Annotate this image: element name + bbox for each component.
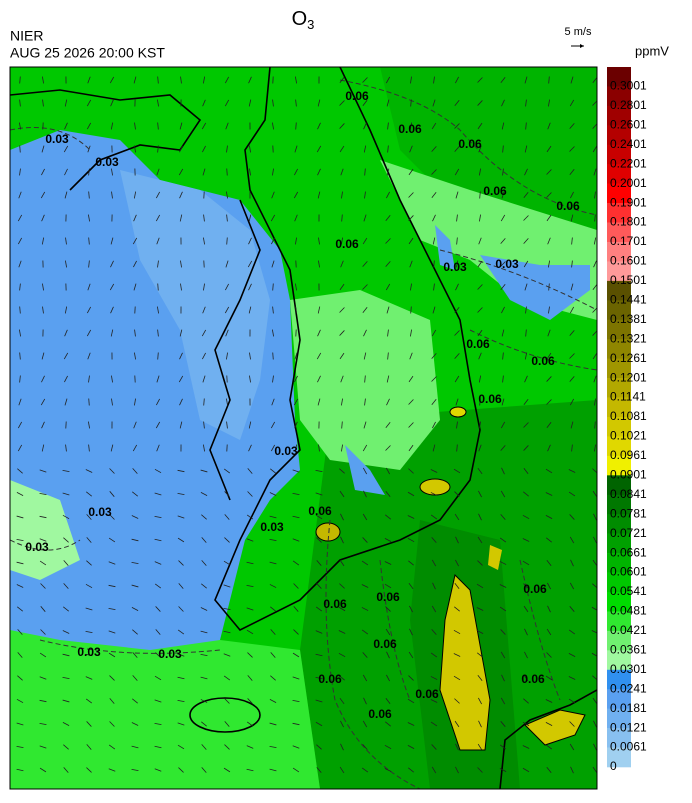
contour-label: 0.03 xyxy=(495,257,519,271)
contour-label: 0.06 xyxy=(523,582,547,596)
colorbar-label: 0.0181 xyxy=(610,701,647,715)
wind-scale-arrow xyxy=(571,44,584,48)
colorbar: 0.3001 0.2801 0.2601 0.2401 0.2201 0.2001 0.19… xyxy=(607,67,647,773)
contour-label: 0.03 xyxy=(443,260,467,274)
map: 0.03 0.03 0.03 0.03 0.03 0.03 0.03 0.03 0.03 0.03… xyxy=(10,67,598,789)
colorbar-label: 0.0841 xyxy=(610,487,647,501)
field-high xyxy=(450,407,466,417)
contour-label: 0.06 xyxy=(335,237,359,251)
colorbar-label: 0.1381 xyxy=(610,312,647,326)
title-subscript: 3 xyxy=(307,17,314,32)
wind-arrow xyxy=(89,399,90,406)
colorbar-label: 0.0541 xyxy=(610,584,647,598)
colorbar-label: 0.0901 xyxy=(610,468,647,482)
colorbar-label: 0.2401 xyxy=(610,137,647,151)
contour-label: 0.06 xyxy=(345,89,369,103)
title: O3 xyxy=(292,8,315,32)
contour-label: 0.06 xyxy=(478,392,502,406)
colorbar-label: 0.1141 xyxy=(610,390,646,404)
wind-arrow xyxy=(273,353,274,360)
contour-label: 0.03 xyxy=(95,155,119,169)
contour-label: 0.03 xyxy=(45,132,69,146)
wind-arrow xyxy=(158,353,159,360)
contour-label: 0.03 xyxy=(158,647,182,661)
contour-label: 0.03 xyxy=(88,505,112,519)
contour-label: 0.03 xyxy=(274,444,298,458)
field-high xyxy=(420,479,450,495)
colorbar-label: 0.1021 xyxy=(610,429,647,443)
wind-arrow xyxy=(158,284,159,291)
colorbar-label: 0.1081 xyxy=(610,409,647,423)
colorbar-label: 0.2601 xyxy=(610,118,647,132)
colorbar-label: 0.1501 xyxy=(610,273,647,287)
colorbar-unit: ppmV xyxy=(635,43,669,58)
contour-label: 0.03 xyxy=(260,520,284,534)
contour-label: 0.06 xyxy=(483,184,507,198)
contour-label: 0.06 xyxy=(398,122,422,136)
contour-label: 0.06 xyxy=(556,199,580,213)
colorbar-label: 0.2801 xyxy=(610,98,647,112)
timestamp: AUG 25 2026 20:00 KST xyxy=(10,45,165,61)
wind-arrow xyxy=(227,169,228,176)
wind-arrow xyxy=(296,123,297,130)
contour-label: 0.06 xyxy=(376,590,400,604)
colorbar-label: 0.1201 xyxy=(610,370,647,384)
contour-label: 0.06 xyxy=(531,354,555,368)
colorbar-label: 0.0421 xyxy=(610,623,647,637)
colorbar-label: 0.0661 xyxy=(610,545,647,559)
contour-label: 0.06 xyxy=(415,687,439,701)
contour-label: 0.06 xyxy=(308,504,332,518)
colorbar-label: 0.0241 xyxy=(610,681,647,695)
colorbar-label: 0.1901 xyxy=(610,195,647,209)
contour-label: 0.06 xyxy=(323,597,347,611)
colorbar-label: 0.1801 xyxy=(610,215,647,229)
colorbar-label: 0.0961 xyxy=(610,448,647,462)
colorbar-label: 0.1261 xyxy=(610,351,647,365)
wind-arrow xyxy=(204,399,205,406)
wind-arrow xyxy=(227,238,228,245)
wind-scale-label: 5 m/s xyxy=(565,26,592,38)
contour-label: 0.06 xyxy=(521,672,545,686)
colorbar-label: 0.0721 xyxy=(610,526,647,540)
contour-label: 0.03 xyxy=(77,645,101,659)
colorbar-label: 0.2001 xyxy=(610,176,647,190)
contour-label: 0.06 xyxy=(373,637,397,651)
colorbar-label: 0.1321 xyxy=(610,331,647,345)
colorbar-label: 0.0361 xyxy=(610,643,647,657)
colorbar-label: 0.3001 xyxy=(610,79,647,93)
contour-label: 0.06 xyxy=(466,337,490,351)
title-main: O xyxy=(292,8,308,30)
wind-arrow xyxy=(20,146,21,153)
contour-label: 0.06 xyxy=(368,707,392,721)
contour-label: 0.06 xyxy=(318,672,342,686)
colorbar-label: 0 xyxy=(610,759,617,773)
contour-label: 0.06 xyxy=(458,137,482,151)
colorbar-label: 0.1701 xyxy=(610,234,647,248)
colorbar-label: 0.0781 xyxy=(610,506,647,520)
colorbar-label: 0.0061 xyxy=(610,740,647,754)
colorbar-label: 0.0121 xyxy=(610,720,647,734)
colorbar-label: 0.1601 xyxy=(610,254,647,268)
agency: NIER xyxy=(10,28,43,44)
colorbar-label: 0.2201 xyxy=(610,156,647,170)
wind-arrow xyxy=(273,284,274,291)
colorbar-label: 0.0481 xyxy=(610,604,647,618)
colorbar-label: 0.1441 xyxy=(610,293,647,307)
colorbar-label: 0.0601 xyxy=(610,565,647,579)
colorbar-label: 0.0301 xyxy=(610,662,647,676)
contour-label: 0.03 xyxy=(25,540,49,554)
